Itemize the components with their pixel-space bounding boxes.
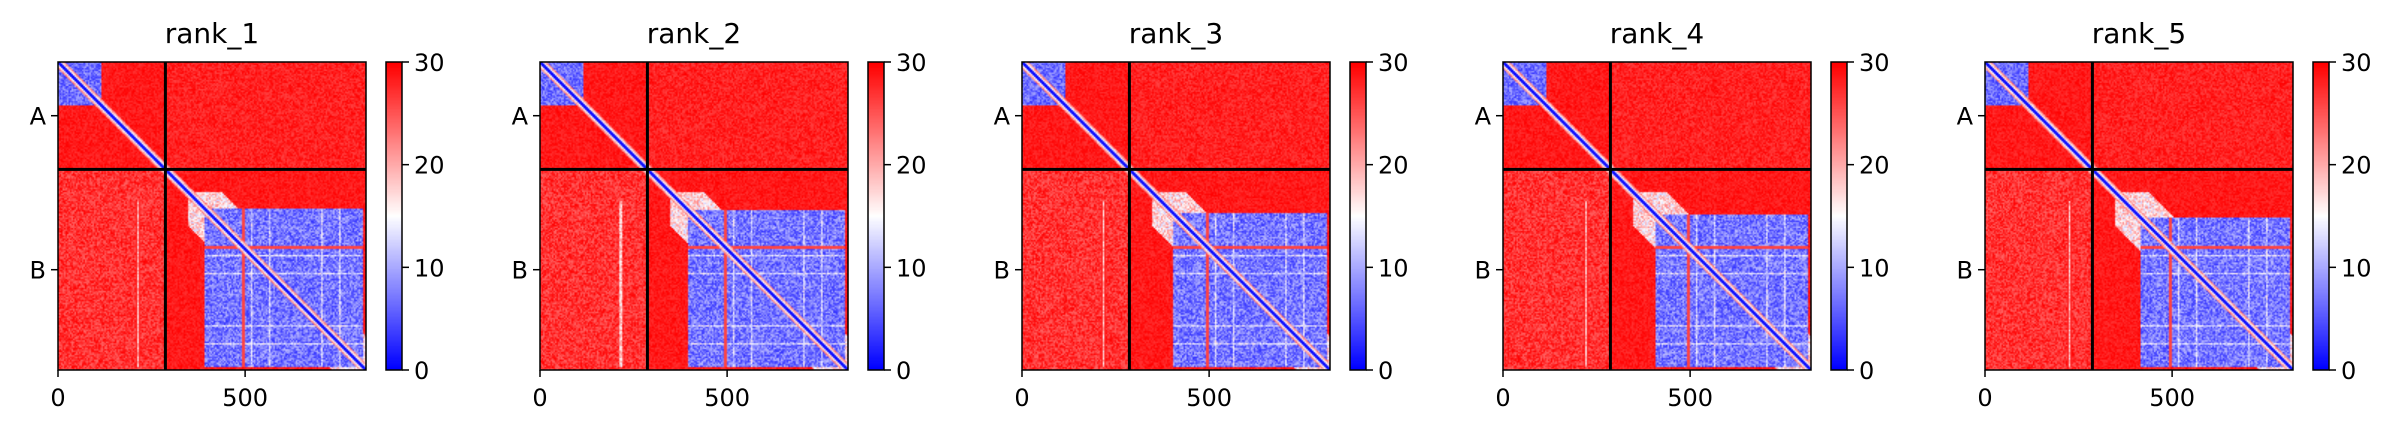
- colorbar-tick-label: 20: [414, 152, 445, 180]
- heatmap-panel-1: rank_1 0 500 A B 0 10 20 30: [30, 17, 445, 412]
- colorbar-gradient: [386, 62, 402, 370]
- colorbar-tick-label: 30: [1859, 49, 1890, 77]
- heatmap-image: [58, 62, 366, 370]
- heatmap-image: [1985, 62, 2293, 370]
- colorbar-tick-label: 10: [2341, 254, 2372, 282]
- colorbar-gradient: [868, 62, 884, 370]
- chain-label-a: A: [30, 103, 47, 131]
- heatmap-panel-4: rank_4 0 500 A B 0 10 20 30: [1475, 17, 1890, 412]
- colorbar-gradient: [2313, 62, 2329, 370]
- x-tick-label: 0: [1495, 384, 1510, 412]
- chain-label-a: A: [994, 103, 1011, 131]
- x-tick-label: 500: [704, 384, 750, 412]
- x-tick-label: 0: [50, 384, 65, 412]
- colorbar: 0 10 20 30: [1349, 49, 1409, 385]
- x-tick-label: 500: [2149, 384, 2195, 412]
- panel-title: rank_1: [165, 17, 259, 50]
- axes-frame: [1984, 61, 2294, 371]
- colorbar-frame: [1349, 61, 1367, 371]
- heatmap-panel-2: rank_2 0 500 A B 0 10 20 30: [512, 17, 927, 412]
- colorbar-tick-label: 30: [1378, 49, 1409, 77]
- colorbar-tick-label: 30: [896, 49, 927, 77]
- colorbar-frame: [1830, 61, 1848, 371]
- axes-frame: [57, 61, 367, 371]
- axes-frame: [539, 61, 849, 371]
- colorbar-tick-label: 30: [2341, 49, 2372, 77]
- axes-frame: [1502, 61, 1812, 371]
- colorbar-gradient: [1831, 62, 1847, 370]
- chain-label-a: A: [512, 103, 529, 131]
- panel-title: rank_2: [647, 17, 741, 50]
- heatmap-image: [1503, 62, 1811, 370]
- chain-label-b: B: [994, 257, 1010, 285]
- heatmap-image: [1022, 62, 1330, 370]
- colorbar-frame: [385, 61, 403, 371]
- chain-label-a: A: [1957, 103, 1974, 131]
- chain-label-b: B: [30, 257, 46, 285]
- chain-label-b: B: [512, 257, 528, 285]
- colorbar-tick-label: 30: [414, 49, 445, 77]
- heatmap-image: [540, 62, 848, 370]
- panel-title: rank_3: [1129, 17, 1223, 50]
- colorbar-tick-label: 0: [414, 357, 429, 385]
- chain-label-b: B: [1957, 257, 1973, 285]
- colorbar-tick-label: 10: [896, 254, 927, 282]
- colorbar-tick-label: 0: [896, 357, 911, 385]
- colorbar-tick-label: 0: [1859, 357, 1874, 385]
- colorbar: 0 10 20 30: [2312, 49, 2372, 385]
- panel-title: rank_4: [1610, 17, 1704, 50]
- chain-label-b: B: [1475, 257, 1491, 285]
- colorbar-tick-label: 20: [2341, 152, 2372, 180]
- colorbar: 0 10 20 30: [867, 49, 927, 385]
- panel-title: rank_5: [2092, 17, 2186, 50]
- x-tick-label: 500: [1667, 384, 1713, 412]
- x-tick-label: 0: [532, 384, 547, 412]
- colorbar-tick-label: 20: [896, 152, 927, 180]
- x-tick-label: 500: [1186, 384, 1232, 412]
- colorbar-tick-label: 20: [1859, 152, 1890, 180]
- colorbar-tick-label: 10: [1378, 254, 1409, 282]
- colorbar: 0 10 20 30: [1830, 49, 1890, 385]
- x-tick-label: 0: [1977, 384, 1992, 412]
- x-tick-label: 500: [222, 384, 268, 412]
- colorbar-tick-label: 10: [1859, 254, 1890, 282]
- heatmap-panel-3: rank_3 0 500 A B 0 10 20 30: [994, 17, 1409, 412]
- colorbar-frame: [2312, 61, 2330, 371]
- colorbar-tick-label: 10: [414, 254, 445, 282]
- colorbar-tick-label: 0: [1378, 357, 1393, 385]
- colorbar-tick-label: 20: [1378, 152, 1409, 180]
- axes-frame: [1021, 61, 1331, 371]
- chain-label-a: A: [1475, 103, 1492, 131]
- x-tick-label: 0: [1014, 384, 1029, 412]
- heatmap-panel-5: rank_5 0 500 A B 0 10 20 30: [1957, 17, 2372, 412]
- colorbar: 0 10 20 30: [385, 49, 445, 385]
- colorbar-gradient: [1350, 62, 1366, 370]
- colorbar-tick-label: 0: [2341, 357, 2356, 385]
- colorbar-frame: [867, 61, 885, 371]
